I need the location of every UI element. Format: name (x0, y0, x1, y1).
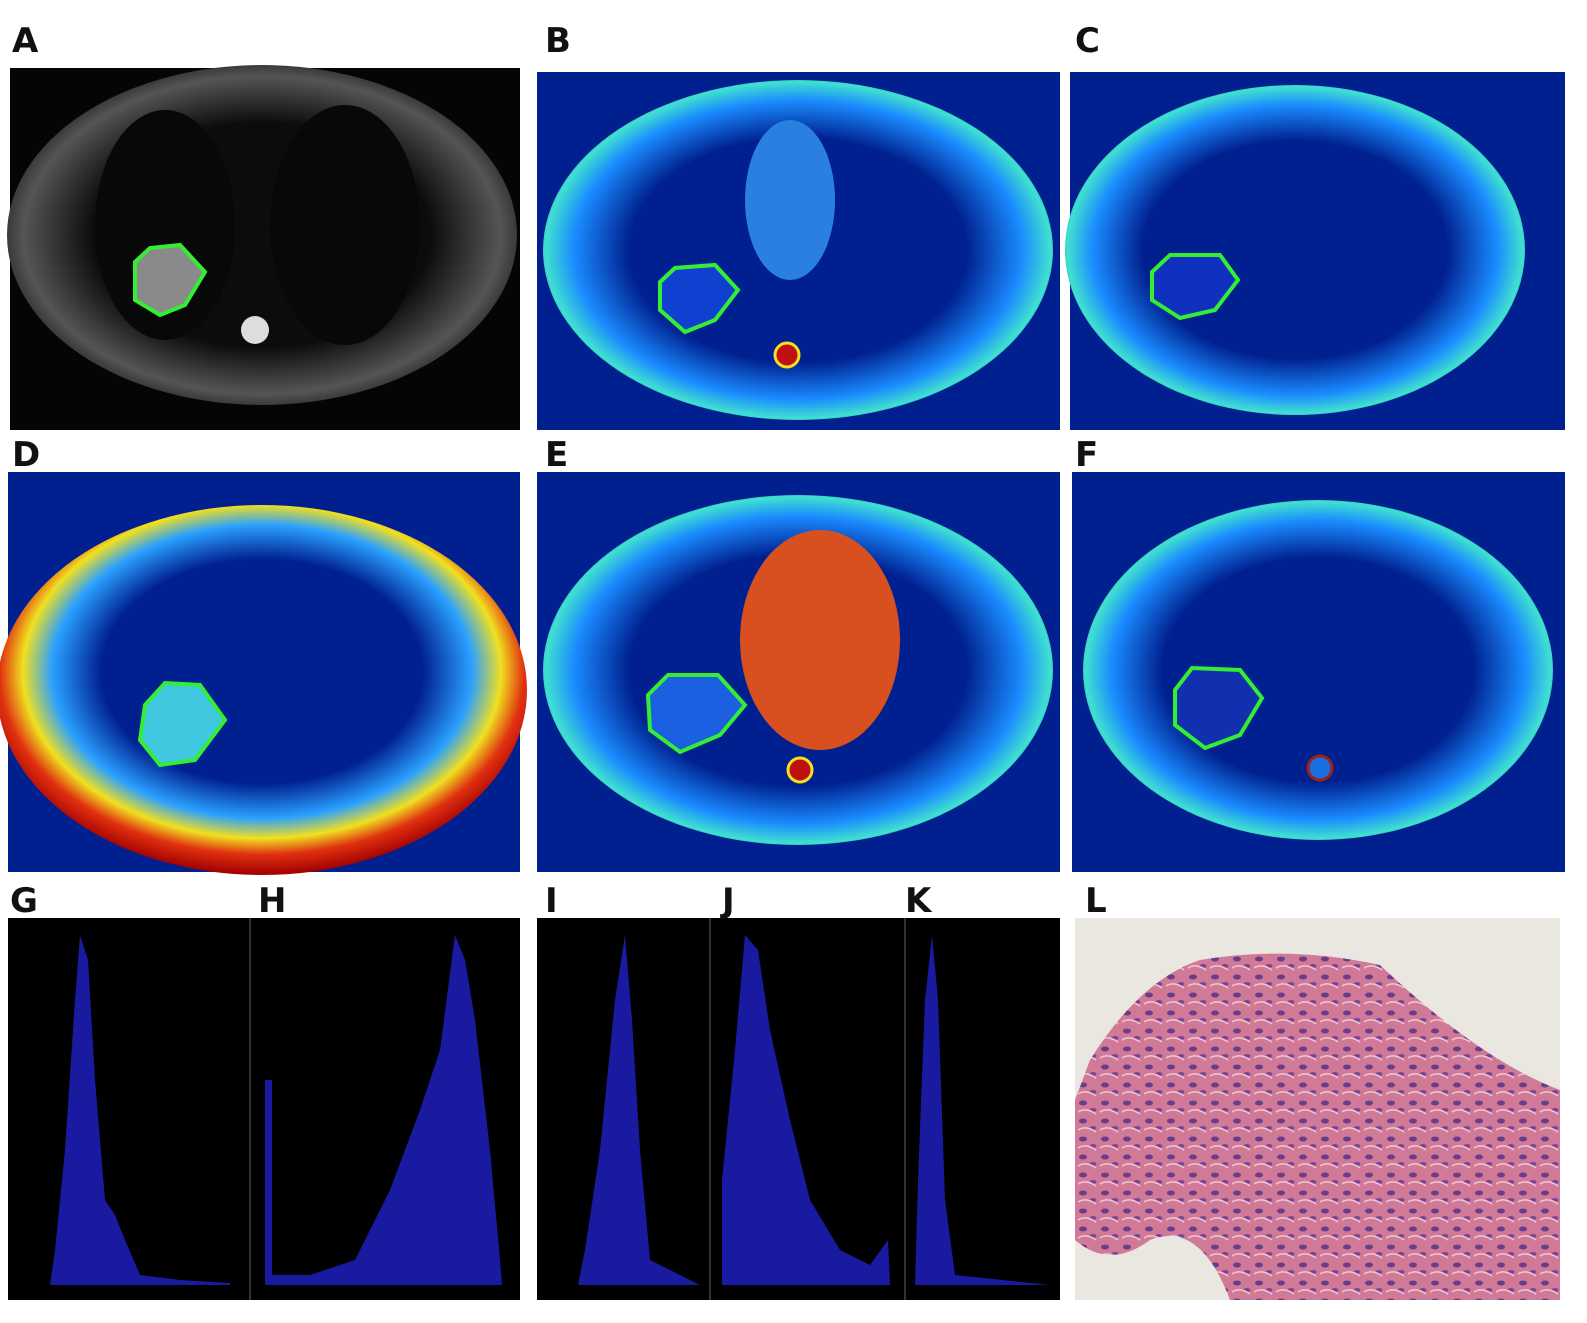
panel-d-image (0, 472, 527, 875)
panel-e-image (537, 472, 1060, 872)
panel-a-image (7, 65, 520, 430)
panel-label: C (1075, 21, 1100, 61)
panel-f-image (1072, 472, 1565, 872)
panel-l-histology (1075, 918, 1560, 1300)
panel-label: I (545, 881, 558, 921)
panel-label: J (720, 881, 735, 921)
panel-label: A (12, 21, 39, 61)
panel-ijk-histograms (537, 918, 1060, 1300)
panel-label: L (1085, 881, 1107, 921)
panel-label: G (10, 881, 38, 921)
panel-label: E (545, 435, 568, 475)
panel-b-image (537, 72, 1060, 430)
panel-label: K (905, 881, 933, 921)
panel-label: D (12, 435, 40, 475)
panel-gh-histograms (8, 918, 520, 1300)
panel-label: H (258, 881, 286, 921)
panel-label: F (1075, 435, 1098, 475)
panel-label: B (545, 21, 571, 61)
panel-c-image (1065, 72, 1565, 430)
